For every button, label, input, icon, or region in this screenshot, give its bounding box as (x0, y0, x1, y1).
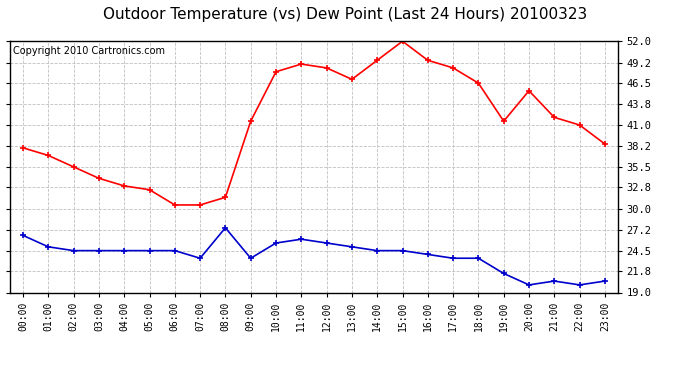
Text: Outdoor Temperature (vs) Dew Point (Last 24 Hours) 20100323: Outdoor Temperature (vs) Dew Point (Last… (103, 8, 587, 22)
Text: Copyright 2010 Cartronics.com: Copyright 2010 Cartronics.com (13, 46, 166, 56)
